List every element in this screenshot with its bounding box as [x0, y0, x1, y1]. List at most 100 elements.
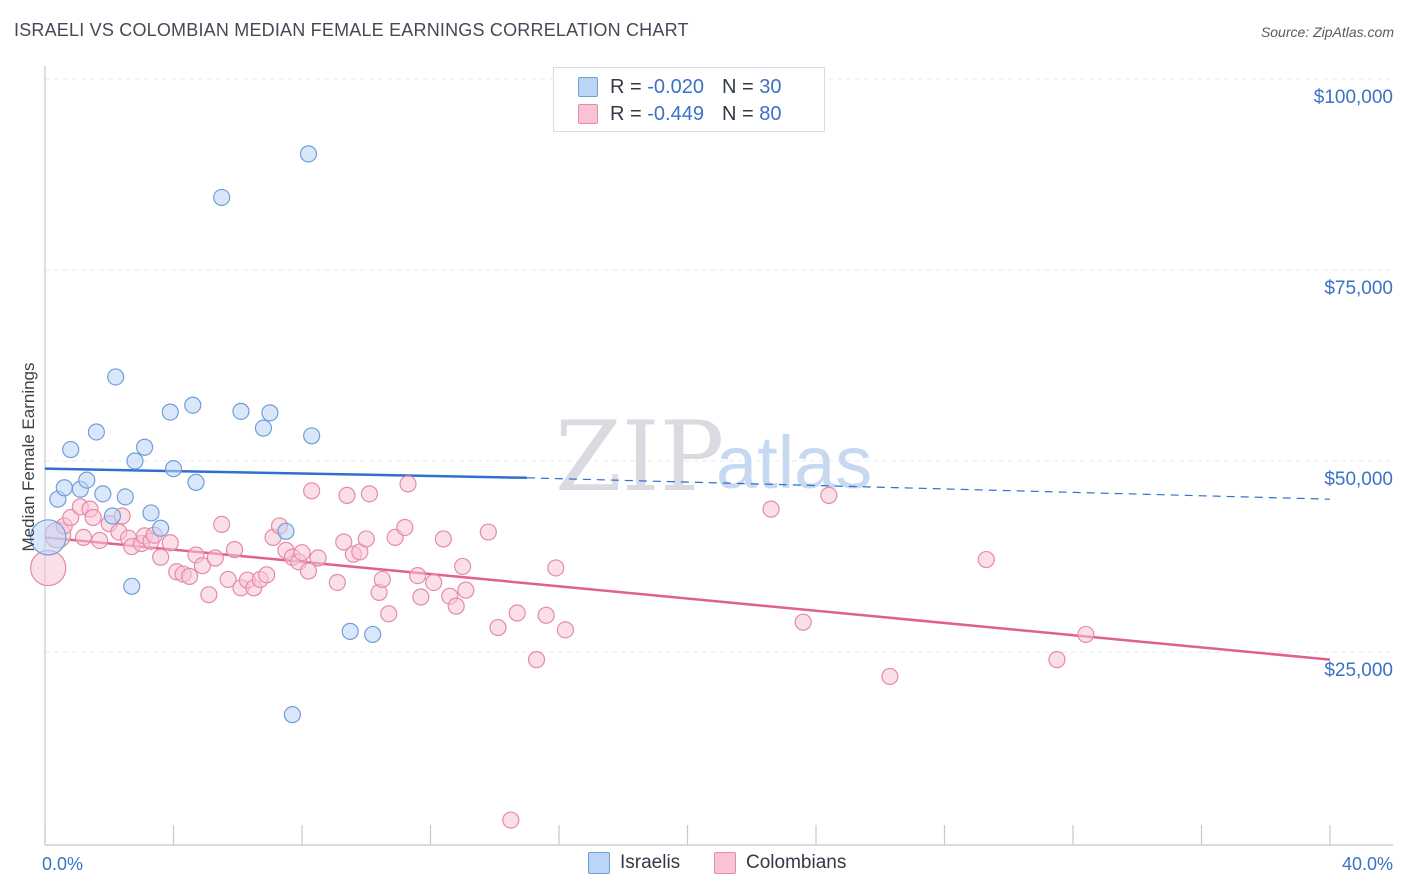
colombians-point: [457, 581, 475, 599]
colombians-point: [425, 573, 443, 592]
colombians-point: [360, 485, 379, 503]
axis-layer: [44, 66, 1393, 846]
colombians-point: [200, 586, 218, 604]
israelis-point: [142, 504, 160, 522]
colombians-point: [193, 557, 212, 575]
colombians-point: [479, 523, 497, 541]
legend-label-israelis: Israelis: [620, 852, 681, 873]
israelis-point: [254, 419, 273, 437]
colombians-point: [299, 562, 318, 580]
israelis-point: [277, 522, 295, 540]
colombians-point: [91, 531, 109, 550]
colombians-point: [508, 604, 526, 622]
colombians-point: [213, 515, 231, 534]
chart-title: ISRAELI VS COLOMBIAN MEDIAN FEMALE EARNI…: [14, 20, 689, 40]
y-tick-label: $25,000: [1324, 660, 1393, 681]
colombians-point: [206, 549, 224, 567]
colombians-point: [373, 570, 391, 589]
israelis-point: [126, 452, 144, 470]
colombians-point: [454, 557, 472, 576]
israelis-point: [187, 473, 205, 491]
legend-r-label: R =: [610, 102, 642, 125]
israelis-point: [103, 507, 122, 525]
colombians-point: [74, 528, 93, 547]
legend-r-value: -0.449: [647, 102, 704, 125]
legend-r-label: R =: [610, 75, 642, 98]
colombians-point: [502, 811, 520, 829]
israelis-point: [232, 402, 250, 420]
israelis-point: [94, 485, 112, 503]
colombians-point: [303, 482, 321, 500]
israelis-point: [364, 625, 382, 644]
colombians-swatch: [578, 104, 598, 124]
israelis-trend-extension: [526, 477, 1331, 500]
israelis-point: [78, 471, 96, 489]
x-tick-label: 0.0%: [42, 854, 83, 874]
colombians-point: [489, 618, 507, 637]
legend-row-colombians: R = -0.449 N = 80: [578, 102, 781, 126]
colombians-point: [84, 508, 102, 527]
y-tick-label: $75,000: [1324, 278, 1393, 299]
colombians-point: [62, 508, 80, 527]
legend-n-label: N =: [721, 102, 754, 125]
legend-n-value: 80: [759, 102, 782, 125]
colombians-point: [328, 573, 346, 592]
israelis-point: [87, 423, 106, 441]
watermark-zip: ZIP: [555, 401, 724, 513]
israelis-point: [261, 404, 279, 422]
colombians-point: [409, 566, 427, 585]
israelis-point: [213, 188, 231, 207]
watermark: ZIP atlas: [555, 401, 872, 513]
series-legend: Israelis Colombians: [0, 852, 1406, 876]
israelis-point: [30, 519, 67, 556]
legend-item-israelis[interactable]: Israelis: [588, 852, 680, 874]
y-tick-label: $100,000: [1314, 87, 1393, 108]
colombians-point: [357, 530, 375, 548]
israelis-point: [303, 427, 321, 445]
israelis-point: [116, 488, 134, 506]
legend-r-value: -0.020: [647, 75, 704, 98]
legend-item-colombians[interactable]: Colombians: [714, 852, 846, 874]
colombians-swatch: [714, 852, 736, 874]
colombians-point: [399, 475, 417, 493]
colombians-point: [556, 621, 575, 639]
colombians-point: [412, 588, 430, 606]
tick-labels: $25,000 $50,000 $75,000 $100,000 0.0% 40.0%: [42, 87, 1393, 874]
colombians-point: [881, 667, 899, 686]
colombians-point: [1077, 625, 1095, 644]
legend-n-value: 30: [759, 75, 782, 98]
colombians-point: [977, 550, 995, 569]
colombians-point: [180, 567, 199, 585]
points-layer: [30, 145, 1095, 829]
colombians-point: [225, 541, 244, 559]
colombians-point: [335, 533, 353, 551]
israelis-point: [184, 396, 202, 414]
colombians-point: [338, 486, 356, 504]
legend-n-label: N =: [721, 75, 754, 98]
source-label: Source: ZipAtlas.com: [1260, 24, 1394, 40]
israelis-point: [107, 368, 125, 386]
colombians-point: [434, 530, 452, 548]
israelis-point: [283, 706, 301, 724]
israelis-point: [299, 145, 318, 163]
colombians-point: [152, 548, 170, 566]
x-tick-label: 40.0%: [1342, 854, 1393, 874]
israelis-point: [152, 519, 170, 537]
y-tick-label: $50,000: [1324, 469, 1393, 490]
trend-layer: [44, 467, 1331, 661]
israelis-point: [135, 438, 154, 456]
colombians-point: [258, 566, 276, 584]
legend-row-israelis: R = -0.020 N = 30: [578, 75, 781, 99]
colombians-point: [527, 651, 546, 669]
correlation-legend: R = -0.020 N = 30 R = -0.449 N = 80: [553, 67, 825, 132]
colombians-point: [380, 605, 398, 623]
colombians-point: [396, 518, 414, 537]
israelis-trend-line: [44, 467, 527, 480]
colombians-point: [30, 549, 67, 587]
y-axis-label: Median Female Earnings: [19, 363, 38, 552]
colombians-point: [762, 500, 780, 518]
legend-label-colombians: Colombians: [746, 852, 847, 873]
israelis-point: [341, 622, 359, 640]
colombians-point: [219, 570, 237, 589]
